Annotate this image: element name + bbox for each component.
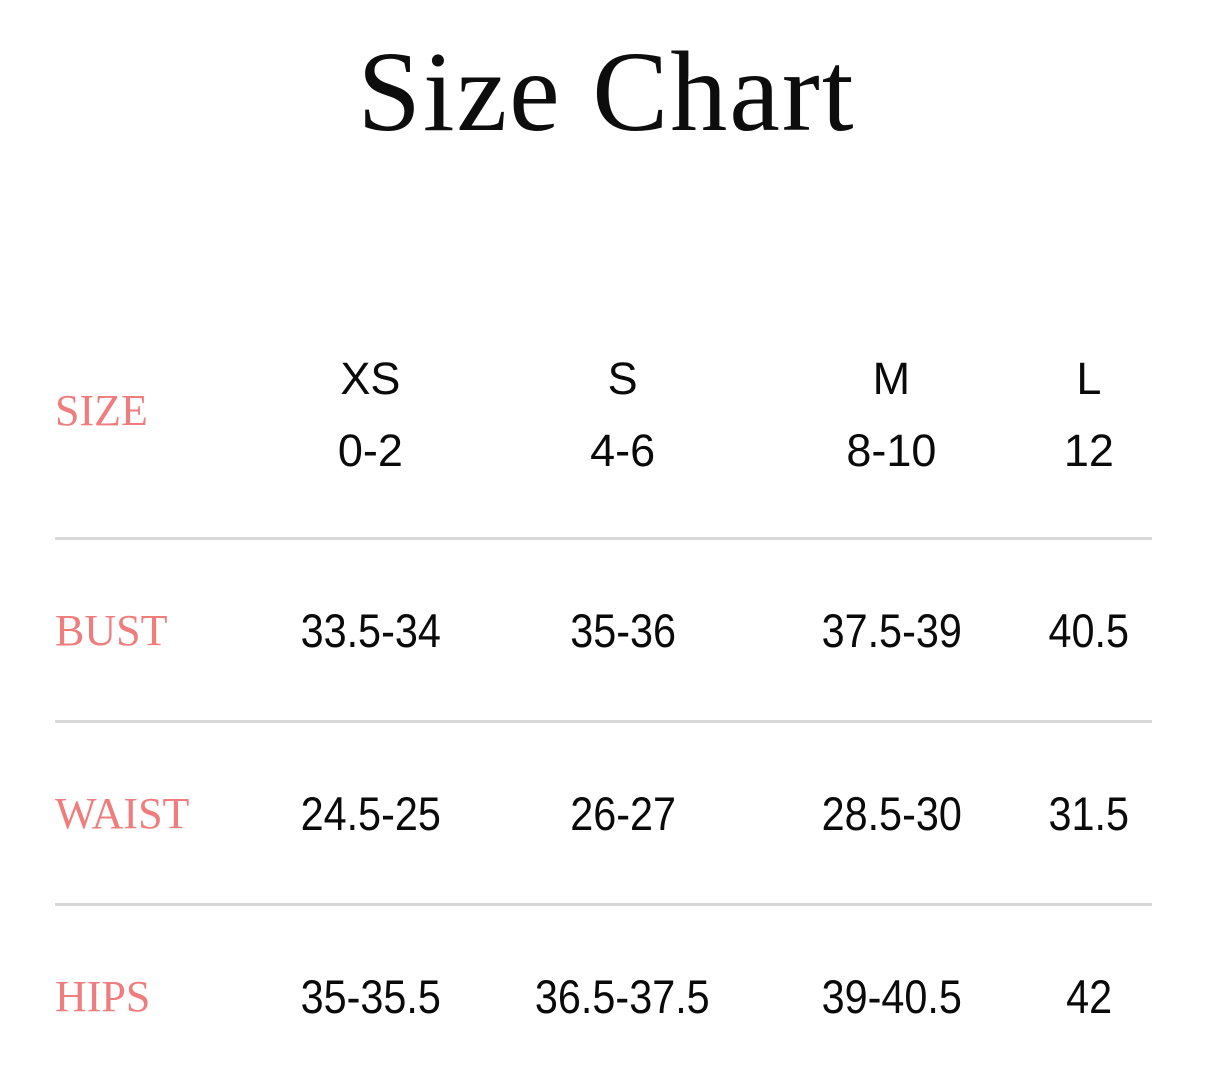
size-range-m: 8-10	[846, 425, 937, 477]
row-label-hips: HIPS	[55, 971, 151, 1021]
size-range-xs: 0-2	[337, 425, 403, 477]
size-name-s: S	[607, 353, 638, 405]
column-header-xs: XS 0-2	[252, 345, 488, 479]
header-row: SIZE XS 0-2 S 4-6 M 8-10 L 12	[55, 345, 1152, 537]
table-row-bust: BUST 33.5-34 35-36 37.5-39 40.5	[55, 537, 1152, 720]
hips-value-l: 42	[1065, 969, 1112, 1023]
bust-value-m: 37.5-39	[821, 603, 962, 657]
size-name-l: L	[1076, 353, 1102, 405]
hips-value-xs: 35-35.5	[300, 969, 441, 1023]
size-chart-table: SIZE XS 0-2 S 4-6 M 8-10 L 12 BUST 33.5-…	[55, 345, 1152, 1086]
bust-value-xs: 33.5-34	[300, 603, 441, 657]
size-range-l: 12	[1063, 425, 1114, 477]
table-row-hips: HIPS 35-35.5 36.5-37.5 39-40.5 42	[55, 903, 1152, 1086]
column-header-l: L 12	[1026, 345, 1152, 479]
waist-value-m: 28.5-30	[821, 786, 962, 840]
row-label-size: SIZE	[55, 386, 148, 436]
size-name-m: M	[872, 353, 911, 405]
waist-value-s: 26-27	[569, 786, 676, 840]
column-header-s: S 4-6	[488, 345, 757, 479]
hips-value-s: 36.5-37.5	[535, 969, 711, 1023]
page-title: Size Chart	[357, 28, 856, 155]
waist-value-l: 31.5	[1048, 786, 1130, 840]
bust-value-l: 40.5	[1048, 603, 1130, 657]
column-header-m: M 8-10	[757, 345, 1026, 479]
bust-value-s: 35-36	[569, 603, 676, 657]
size-name-xs: XS	[340, 353, 401, 405]
waist-value-xs: 24.5-25	[300, 786, 441, 840]
size-range-s: 4-6	[590, 425, 656, 477]
row-label-waist: WAIST	[55, 788, 190, 838]
row-label-bust: BUST	[55, 605, 168, 655]
hips-value-m: 39-40.5	[821, 969, 962, 1023]
table-row-waist: WAIST 24.5-25 26-27 28.5-30 31.5	[55, 720, 1152, 903]
